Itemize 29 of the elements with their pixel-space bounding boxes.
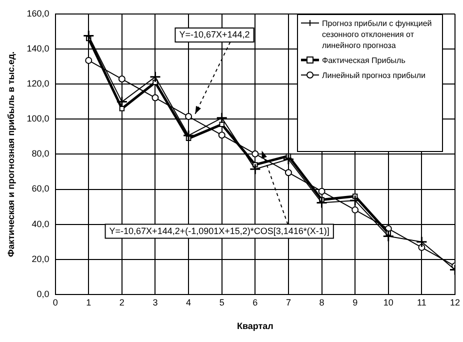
x-tick-label: 9	[352, 297, 358, 308]
x-tick-label: 5	[219, 297, 224, 308]
annotation: Y=-10,67X+144,2	[179, 30, 250, 40]
y-tick-label: 40,0	[32, 218, 50, 229]
legend-label: Линейный прогноз прибыли	[322, 70, 426, 81]
x-tick-label: 11	[417, 297, 426, 308]
x-tick-label: 2	[119, 297, 124, 308]
x-tick-label: 4	[186, 297, 192, 308]
legend-label: Прогноз прибыли с функцией сезонного отклонения от линейного прогноза	[322, 18, 433, 51]
y-tick-label: 100,0	[26, 114, 50, 124]
annotation: Y=-10,67X+144,2+(-1,0901X+15,2)*COS[3,1416*(X-1)]	[109, 226, 330, 236]
x-axis-title: Квартал	[236, 321, 274, 332]
x-tick-label: 0	[52, 297, 58, 308]
x-tick-label: 10	[383, 297, 394, 308]
x-tick-label: 3	[152, 297, 158, 308]
y-tick-label: 0,0	[36, 288, 50, 299]
y-tick-label: 80,0	[32, 148, 50, 159]
y-tick-label: 140,0	[26, 44, 50, 54]
legend-label: Фактическая Прибыль	[322, 55, 406, 66]
y-axis-title: Фактическая и прогнозная прибыль в тыс.ед.	[6, 51, 16, 257]
x-tick-label: 8	[319, 297, 324, 308]
y-tick-label: 120,0	[26, 78, 50, 89]
x-tick-label: 12	[450, 297, 460, 308]
y-tick-label: 60,0	[32, 184, 50, 194]
y-tick-label: 20,0	[32, 254, 50, 264]
x-tick-label: 1	[86, 297, 92, 308]
x-tick-label: 7	[286, 297, 291, 308]
x-tick-label: 6	[252, 297, 258, 308]
y-tick-label: 160,0	[26, 8, 50, 18]
